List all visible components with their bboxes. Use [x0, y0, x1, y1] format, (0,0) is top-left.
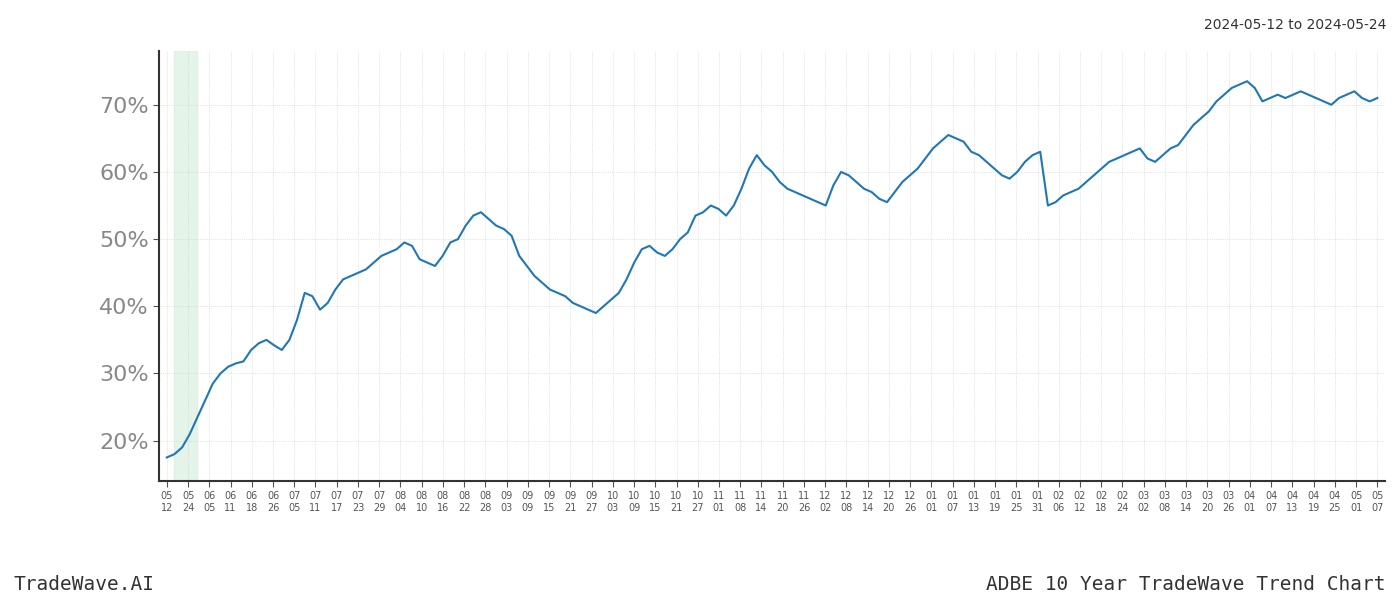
- Text: 2024-05-12 to 2024-05-24: 2024-05-12 to 2024-05-24: [1204, 18, 1386, 32]
- Text: TradeWave.AI: TradeWave.AI: [14, 575, 155, 594]
- Bar: [175, 51, 197, 481]
- Text: ADBE 10 Year TradeWave Trend Chart: ADBE 10 Year TradeWave Trend Chart: [987, 575, 1386, 594]
